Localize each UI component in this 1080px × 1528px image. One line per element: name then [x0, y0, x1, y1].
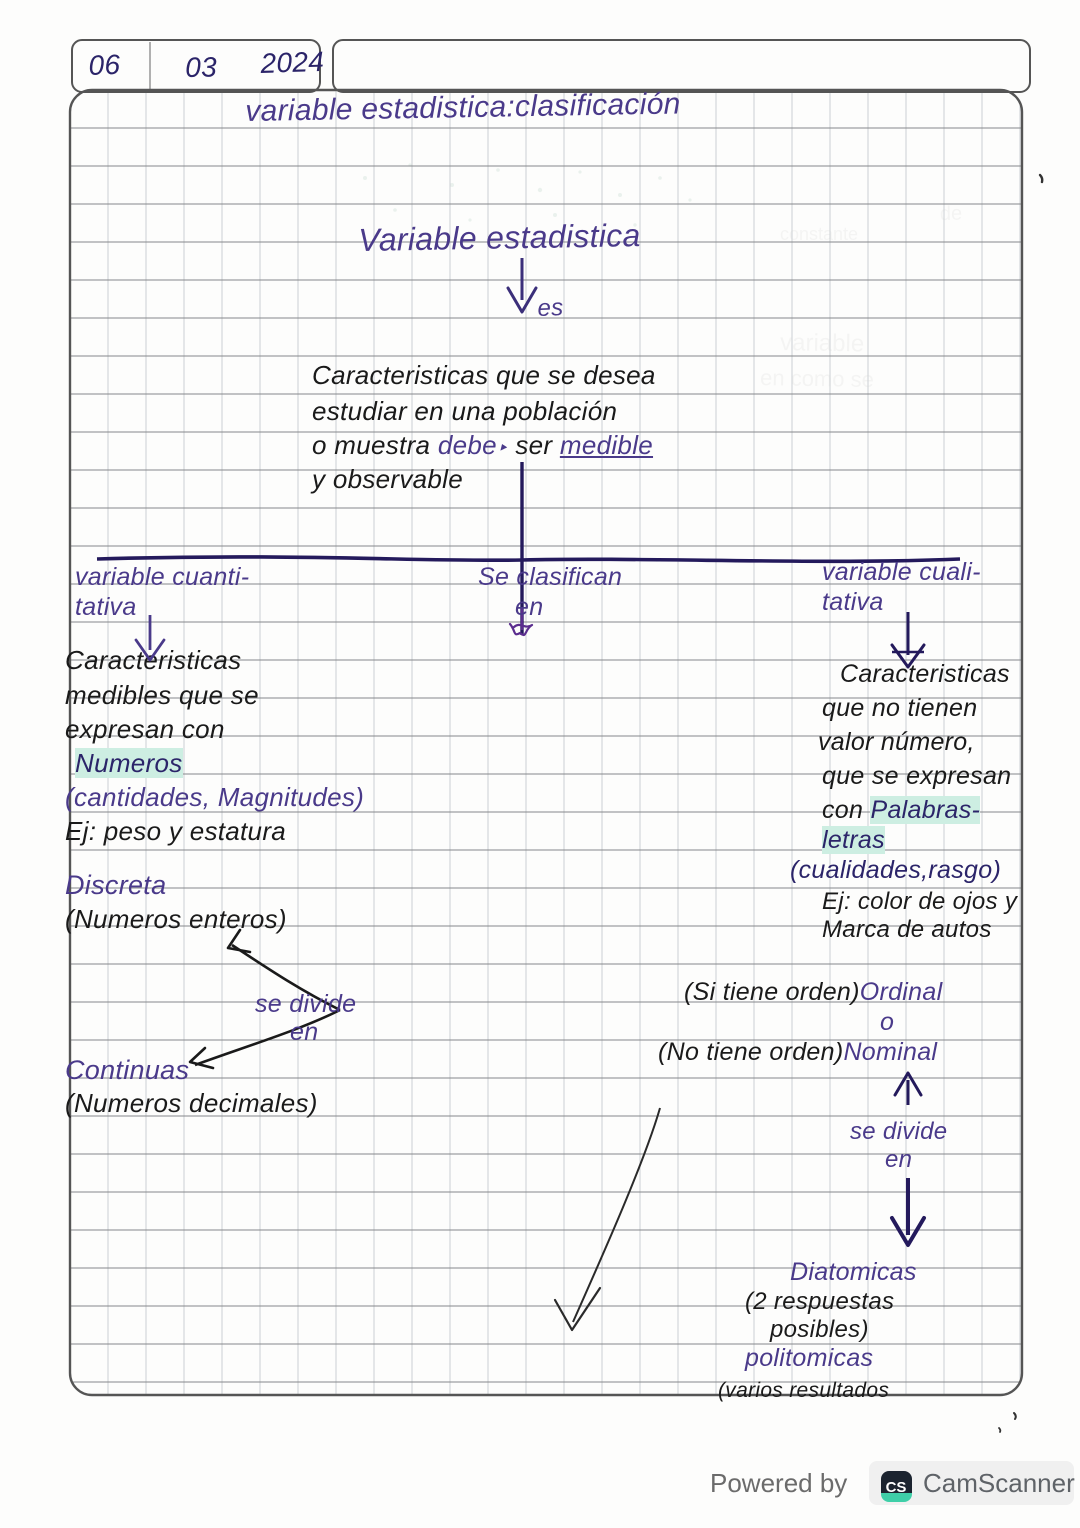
svg-text:en como se: en como se: [760, 365, 874, 392]
svg-text:variable: variable: [780, 329, 865, 357]
svg-text:de: de: [940, 203, 963, 225]
